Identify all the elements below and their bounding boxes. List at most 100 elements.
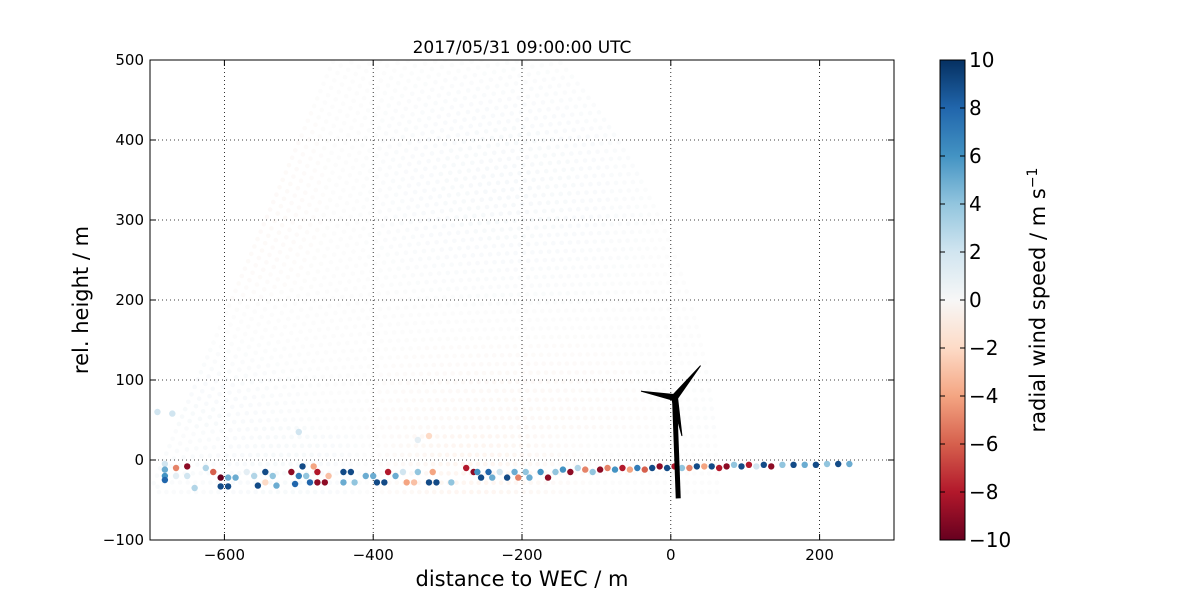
field-point (378, 78, 384, 83)
field-point (644, 424, 649, 430)
field-point (537, 283, 543, 288)
field-point (621, 343, 627, 348)
field-point (195, 462, 200, 467)
field-point (209, 366, 214, 372)
field-point (641, 360, 646, 366)
field-point (588, 214, 594, 220)
field-point (445, 156, 450, 161)
field-point (555, 434, 560, 439)
field-point (454, 302, 460, 308)
field-point (429, 452, 435, 458)
field-point (374, 195, 380, 201)
field-point (403, 354, 409, 360)
field-point (399, 452, 405, 458)
field-point (616, 298, 621, 304)
field-point (531, 138, 537, 144)
field-point (378, 268, 383, 273)
field-point (455, 388, 461, 394)
field-point (631, 452, 637, 458)
field-point (572, 397, 578, 402)
field-point (381, 434, 387, 439)
field-point (681, 333, 686, 339)
field-point (351, 227, 357, 233)
field-point (363, 300, 369, 305)
field-point (387, 489, 392, 495)
field-point (522, 139, 528, 145)
field-point (354, 220, 360, 225)
field-point (528, 146, 533, 152)
field-point (580, 489, 586, 495)
field-point (354, 356, 359, 362)
field-point (640, 397, 646, 402)
field-point (484, 415, 490, 421)
field-point (546, 145, 551, 150)
field-point (257, 435, 263, 440)
data-point (392, 472, 399, 480)
field-point (452, 238, 457, 244)
field-point (539, 122, 544, 128)
field-point (635, 369, 641, 375)
field-point (584, 299, 590, 304)
field-point (287, 408, 292, 414)
field-point (592, 206, 598, 211)
field-point (453, 461, 458, 467)
field-point (520, 343, 526, 349)
field-point (534, 241, 539, 247)
field-point (289, 287, 294, 293)
field-point (647, 480, 653, 486)
field-point (500, 90, 506, 95)
field-point (318, 304, 323, 310)
field-point (328, 238, 334, 244)
field-point (294, 375, 300, 381)
field-point (376, 105, 381, 111)
field-point (328, 357, 334, 363)
field-point (576, 239, 581, 245)
field-point (541, 334, 546, 340)
field-point (249, 418, 254, 424)
field-point (374, 434, 379, 439)
field-point (536, 489, 541, 495)
field-point (562, 265, 568, 271)
field-point (334, 266, 340, 271)
field-point (431, 489, 437, 495)
field-point (515, 379, 520, 385)
field-point (258, 229, 263, 234)
field-point (278, 409, 284, 414)
field-point (318, 282, 324, 288)
field-point (506, 480, 511, 486)
field-point (542, 153, 548, 158)
field-point (416, 76, 421, 82)
field-point (446, 231, 452, 236)
field-point (434, 397, 440, 403)
field-point (364, 88, 370, 93)
field-point (525, 258, 531, 264)
colorbar-label: radial wind speed / m s−1 (1025, 168, 1050, 433)
field-point (671, 360, 677, 366)
field-point (703, 415, 708, 421)
field-point (199, 453, 204, 459)
field-point (645, 316, 651, 321)
field-point (530, 250, 535, 255)
field-point (321, 81, 326, 87)
field-point (562, 434, 568, 439)
field-point (506, 195, 511, 200)
field-point (429, 87, 435, 93)
field-point (483, 189, 488, 194)
field-point (522, 178, 528, 183)
field-point (655, 480, 660, 486)
data-point (425, 479, 433, 486)
field-point (487, 318, 492, 324)
field-point (585, 434, 590, 439)
field-point (268, 272, 273, 277)
field-point (588, 247, 593, 253)
field-point (475, 108, 480, 113)
field-point (408, 346, 413, 351)
field-point (517, 388, 522, 394)
field-point (605, 290, 611, 295)
x-tick-label: −200 (501, 546, 542, 564)
field-point (226, 349, 231, 354)
field-point (638, 179, 644, 185)
field-point (364, 480, 370, 485)
field-point (390, 116, 395, 121)
field-point (528, 201, 534, 207)
